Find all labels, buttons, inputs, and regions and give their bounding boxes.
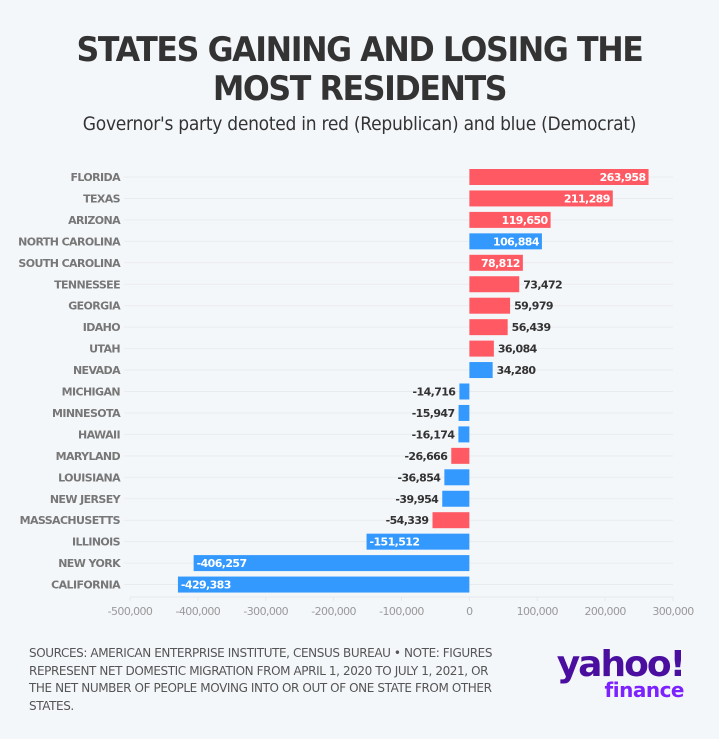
value-label: -151,512 xyxy=(370,536,420,549)
bar xyxy=(458,426,470,443)
category-label: NEW YORK xyxy=(58,557,121,570)
value-label: 34,280 xyxy=(497,364,537,377)
value-label: 119,650 xyxy=(502,214,549,227)
value-label: -39,954 xyxy=(395,493,439,506)
x-tick-label: 300,000 xyxy=(652,605,694,618)
category-label: MARYLAND xyxy=(56,450,121,463)
bar xyxy=(177,576,470,593)
x-tick-label: -100,000 xyxy=(379,605,424,618)
category-label: ILLINOIS xyxy=(72,536,121,549)
category-label: IDAHO xyxy=(83,321,121,334)
category-label: NORTH CAROLINA xyxy=(18,235,121,248)
value-label: 106,884 xyxy=(493,235,540,248)
value-label: -406,257 xyxy=(197,557,247,570)
x-axis: -500,000 -400,000 -300,000 -200,000 -100,000… xyxy=(108,596,695,618)
value-label: -15,947 xyxy=(412,407,455,420)
bar xyxy=(469,362,493,379)
logo-finance-text: finance xyxy=(604,678,685,702)
category-label: UTAH xyxy=(89,343,120,356)
category-labels: FLORIDA TEXAS ARIZONA NORTH CAROLINA SOUTH C… xyxy=(18,171,122,592)
bar xyxy=(469,169,649,185)
value-label: -429,383 xyxy=(181,579,231,592)
value-label: 211,289 xyxy=(564,192,610,205)
category-label: GEORGIA xyxy=(68,300,121,313)
bars xyxy=(177,169,649,593)
x-tick-label: 0 xyxy=(466,605,473,618)
category-label: HAWAII xyxy=(78,428,120,441)
value-label: 78,812 xyxy=(481,257,520,270)
category-label: ARIZONA xyxy=(68,214,121,227)
bar-chart: FLORIDA TEXAS ARIZONA NORTH CAROLINA SOUTH C… xyxy=(18,169,695,618)
value-label: -36,854 xyxy=(398,471,442,484)
bar xyxy=(469,190,613,207)
source-note: SOURCES: AMERICAN ENTERPRISE INSTITUTE, … xyxy=(29,646,493,713)
bar xyxy=(444,469,470,486)
category-label: MASSACHUSETTS xyxy=(20,514,121,527)
bar xyxy=(458,404,470,421)
value-label: -26,666 xyxy=(404,450,448,463)
x-tick-label: -500,000 xyxy=(108,605,153,618)
bar xyxy=(451,447,470,464)
category-label: MINNESOTA xyxy=(52,407,121,420)
bar xyxy=(469,276,520,293)
x-tick-label: 100,000 xyxy=(517,605,559,618)
category-label: FLORIDA xyxy=(71,171,122,184)
bar xyxy=(469,211,551,228)
category-label: TEXAS xyxy=(83,192,121,205)
yahoo-finance-logo: yahoo! finance xyxy=(557,644,690,708)
value-label: -14,716 xyxy=(413,386,457,399)
bar xyxy=(469,254,523,271)
bar xyxy=(469,233,542,250)
bar xyxy=(193,555,470,572)
category-label: SOUTH CAROLINA xyxy=(18,257,121,270)
category-label: MICHIGAN xyxy=(62,386,121,399)
category-label: TENNESSEE xyxy=(54,278,120,291)
bar xyxy=(469,340,494,357)
value-label: 59,979 xyxy=(514,300,553,313)
value-label: 73,472 xyxy=(523,278,562,291)
bar xyxy=(459,383,470,400)
value-label: 36,084 xyxy=(498,343,538,356)
value-label: 56,439 xyxy=(512,321,551,334)
chart-title-line-2: MOST RESIDENTS xyxy=(212,69,508,109)
bar xyxy=(366,533,470,550)
category-label: CALIFORNIA xyxy=(51,579,121,592)
value-labels: 263,958 211,289 119,650 106,884 78,81273,472… xyxy=(181,171,646,592)
value-label: 263,958 xyxy=(600,171,646,184)
chart-subtitle: Governor's party denoted in red (Republi… xyxy=(82,113,637,135)
logo-yahoo-text: yahoo! xyxy=(556,644,686,685)
gridlines xyxy=(124,176,673,586)
x-tick-label: -200,000 xyxy=(311,605,356,618)
x-tick-label: 200,000 xyxy=(584,605,626,618)
chart-title-line-1: STATES GAINING AND LOSING THE xyxy=(76,30,644,70)
bar xyxy=(432,512,470,529)
bar xyxy=(469,297,511,314)
x-tick-label: -400,000 xyxy=(176,605,221,618)
bar xyxy=(469,319,508,336)
category-label: NEW JERSEY xyxy=(50,493,122,506)
x-tick-label: -300,000 xyxy=(243,605,288,618)
bar xyxy=(442,490,470,507)
value-label: -16,174 xyxy=(412,428,456,441)
category-label: LOUISIANA xyxy=(58,471,121,484)
value-label: -54,339 xyxy=(386,514,429,527)
category-label: NEVADA xyxy=(73,364,121,377)
